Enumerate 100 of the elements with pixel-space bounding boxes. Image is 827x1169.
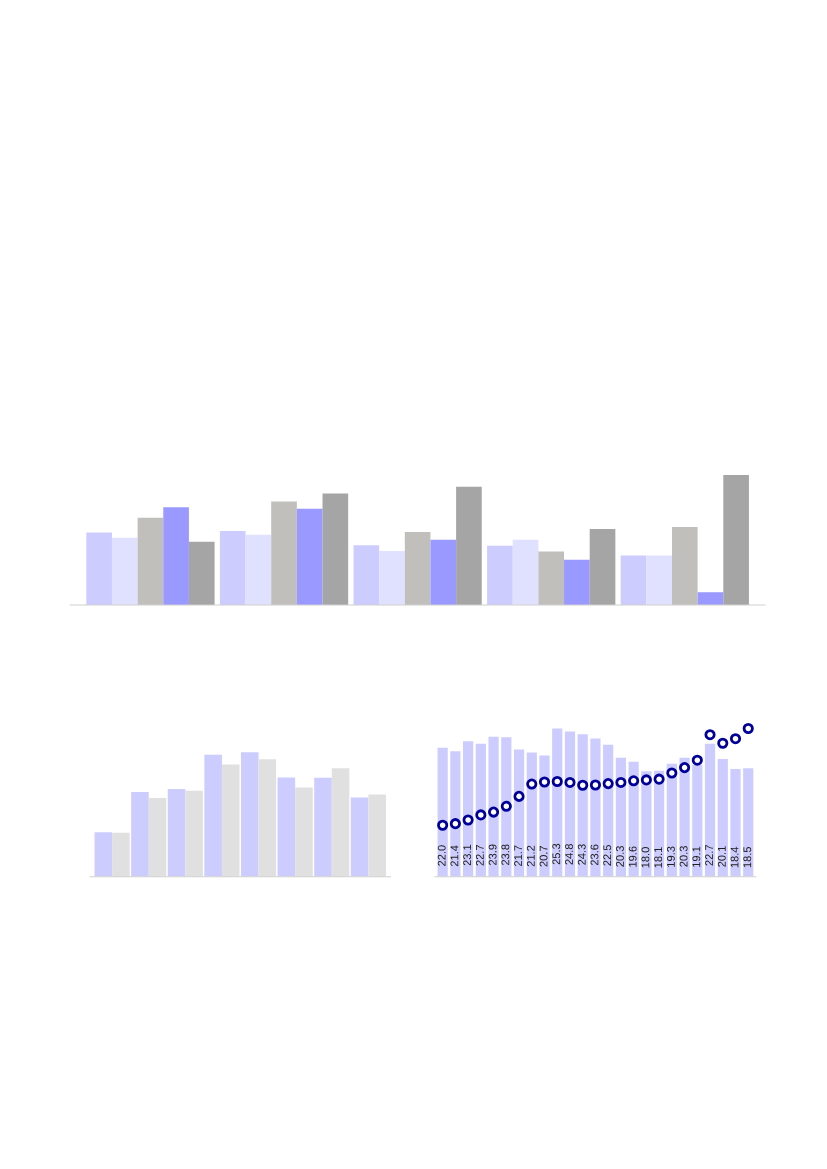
point: [729, 733, 742, 745]
data-label: 22.7: [705, 845, 713, 866]
data-label: 23.9: [488, 844, 497, 865]
bar: [488, 736, 499, 877]
point: [717, 737, 729, 749]
bar: [620, 555, 647, 605]
point: [564, 776, 576, 788]
data-label: 20.3: [679, 846, 688, 867]
data-label: 23.8: [501, 844, 510, 866]
data-label: 24.8: [565, 843, 573, 865]
bar: [295, 787, 313, 877]
bar: [188, 541, 215, 605]
bar: [704, 743, 716, 877]
data-label: 22.5: [603, 845, 612, 866]
data-label: 21.7: [514, 845, 522, 867]
bar: [512, 539, 539, 605]
point: [602, 778, 614, 790]
bar: [331, 768, 350, 877]
data-label: 18.4: [730, 846, 739, 868]
point: [475, 809, 487, 821]
data-label: 19.1: [692, 846, 701, 867]
data-label: 20.1: [717, 846, 726, 867]
data-label: 21.4: [450, 845, 459, 867]
bar: [692, 764, 703, 877]
bar: [245, 534, 272, 605]
point: [679, 762, 691, 774]
point: [449, 818, 461, 830]
data-label: 20.7: [539, 845, 548, 867]
bar: [219, 531, 246, 605]
data-label: 18.0: [641, 847, 650, 868]
point: [437, 819, 449, 831]
bar: [277, 777, 296, 877]
bar: [322, 493, 349, 605]
data-label: 20.3: [616, 846, 624, 867]
bar: [539, 755, 550, 877]
bar: [271, 501, 297, 605]
bar: [163, 507, 189, 605]
bar: [353, 545, 380, 605]
point: [628, 775, 640, 787]
bar: [148, 797, 167, 877]
data-label: 23.1: [463, 844, 472, 866]
bar: [538, 551, 565, 605]
point: [500, 800, 512, 812]
data-label: 18.1: [654, 847, 663, 868]
bar: [646, 555, 672, 605]
bar: [86, 532, 112, 605]
bar: [204, 754, 222, 877]
bar: [296, 508, 323, 605]
point: [704, 729, 716, 741]
bar: [717, 758, 728, 877]
point: [589, 779, 601, 791]
data-label: 22.0: [437, 845, 446, 866]
bar: [167, 789, 186, 877]
bar: [258, 759, 277, 877]
point: [462, 814, 474, 826]
bar: [350, 797, 369, 877]
point: [577, 779, 589, 791]
data-label: 21.2: [526, 845, 535, 867]
bar: [697, 592, 724, 605]
data-label: 24.3: [577, 844, 586, 865]
data-label: 19.6: [628, 846, 637, 867]
bar: [487, 545, 513, 605]
bar: [404, 532, 431, 605]
point: [666, 767, 678, 779]
point: [513, 790, 525, 802]
data-label: 25.3: [552, 843, 561, 865]
bar: [185, 790, 203, 877]
bar: [671, 527, 698, 605]
bar: [430, 539, 457, 605]
point: [551, 775, 563, 788]
bar: [679, 757, 690, 877]
bar: [723, 475, 749, 605]
bar: [730, 768, 741, 877]
point: [742, 722, 754, 735]
point: [653, 773, 665, 785]
bar: [314, 777, 332, 877]
data-label: 23.6: [590, 844, 599, 866]
bar: [456, 486, 482, 605]
point: [526, 778, 538, 790]
bar: [131, 792, 149, 877]
point: [488, 806, 500, 818]
bar: [589, 529, 616, 605]
point: [691, 754, 703, 766]
bar: [111, 537, 138, 605]
point: [640, 774, 652, 786]
bar: [368, 794, 386, 877]
bar: [564, 731, 576, 877]
bar: [137, 517, 164, 605]
bar: [94, 832, 113, 877]
bar: [590, 738, 601, 877]
point: [538, 776, 551, 788]
bar: [221, 764, 240, 877]
data-label: 18.5: [743, 846, 752, 868]
bar: [513, 749, 525, 877]
bar: [112, 832, 130, 877]
data-label: 19.3: [666, 846, 675, 867]
bar: [240, 752, 259, 877]
bar: [564, 559, 590, 605]
bar: [379, 550, 405, 605]
point: [615, 776, 627, 788]
